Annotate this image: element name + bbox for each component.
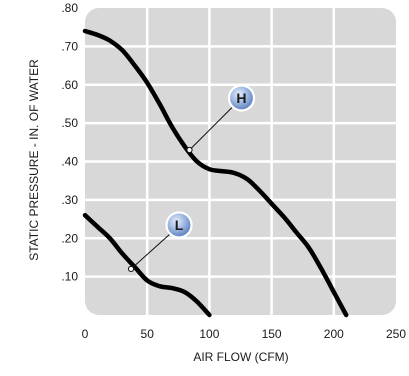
series-curves: [82, 28, 349, 318]
x-tick-label: 150: [262, 327, 282, 341]
x-tick-label: 0: [82, 327, 89, 341]
y-axis-label: STATIC PRESSURE - IN. OF WATER: [27, 59, 41, 261]
series-badge-label-h: H: [236, 90, 246, 106]
x-tick-label: 250: [386, 327, 406, 341]
series-badge-h: [227, 84, 256, 112]
y-tick-label: .10: [61, 270, 78, 284]
x-tick-label: 100: [199, 327, 219, 341]
y-tick-label: .20: [61, 231, 78, 245]
x-tick-label: 50: [141, 327, 155, 341]
tick-labels: 0 50 100 150 200 250 .10 .20 .30 .40 .50 .60 .70 .80: [61, 1, 406, 341]
leader-line-l: [130, 233, 171, 270]
y-tick-label: .40: [61, 155, 78, 169]
x-axis-label: AIR FLOW (CFM): [193, 350, 288, 364]
y-tick-label: .70: [61, 39, 78, 53]
series-badge-l: [165, 211, 193, 239]
y-tick-label: .50: [61, 116, 78, 130]
leader-line-h: [189, 106, 233, 151]
x-tick-label: 200: [324, 327, 344, 341]
leader-point-h: [186, 146, 193, 154]
y-tick-label: .30: [61, 193, 78, 207]
leader-point-l: [127, 265, 135, 273]
y-tick-label: .80: [61, 1, 78, 15]
series-badge-label-l: L: [175, 217, 184, 233]
series-annotations: HL: [127, 84, 256, 273]
y-tick-label: .60: [61, 78, 78, 92]
series-curve-l: [82, 212, 212, 318]
series-curve-h: [82, 28, 349, 318]
